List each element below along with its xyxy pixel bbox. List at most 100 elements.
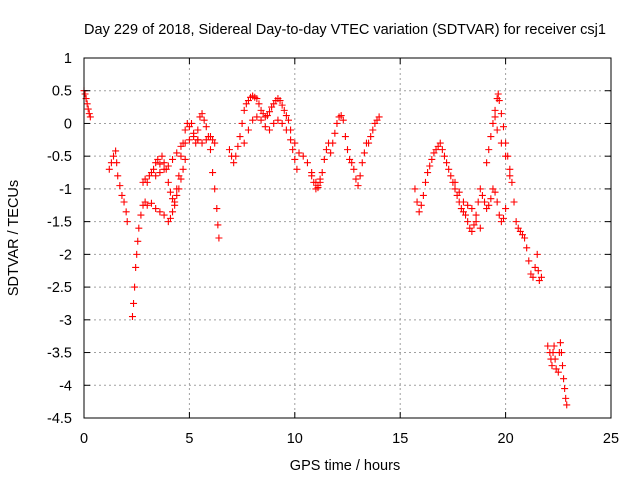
data-point	[266, 126, 274, 134]
data-point	[160, 211, 168, 219]
data-point	[263, 112, 271, 120]
data-point	[508, 178, 516, 186]
x-axis-label: GPS time / hours	[290, 458, 400, 474]
data-point	[358, 159, 366, 167]
data-point	[421, 178, 429, 186]
data-point	[550, 342, 558, 350]
data-point	[337, 112, 345, 120]
data-point	[86, 113, 94, 121]
data-point	[164, 162, 172, 170]
data-point	[487, 133, 495, 141]
data-point	[491, 106, 499, 114]
data-point	[331, 129, 339, 137]
x-tick-label: 20	[498, 431, 514, 447]
data-points	[80, 87, 571, 409]
y-tick-label: -3.5	[47, 346, 72, 362]
data-point	[327, 149, 335, 157]
data-point	[424, 169, 432, 177]
data-point	[464, 201, 472, 209]
data-point	[175, 172, 183, 180]
y-axis-label: SDTVAR / TECUs	[6, 180, 22, 296]
data-point	[489, 119, 497, 127]
data-point	[320, 155, 328, 163]
data-point	[464, 218, 472, 226]
data-point	[523, 244, 531, 252]
data-point	[350, 165, 358, 173]
data-point	[310, 178, 318, 186]
data-point	[561, 385, 569, 393]
data-point	[354, 182, 362, 190]
data-point	[204, 133, 212, 141]
data-point	[341, 133, 349, 141]
data-point	[123, 218, 131, 226]
data-point	[179, 165, 187, 173]
data-point	[497, 139, 505, 147]
data-point	[181, 155, 189, 163]
data-point	[156, 208, 164, 216]
axis-ticks	[83, 57, 612, 419]
data-point	[171, 198, 179, 206]
data-point	[158, 152, 166, 160]
data-point	[289, 146, 297, 154]
data-point	[506, 172, 514, 180]
data-point	[529, 273, 537, 281]
data-point	[84, 105, 92, 113]
data-point	[152, 205, 160, 213]
data-point	[156, 160, 164, 168]
data-point	[472, 218, 480, 226]
data-point	[537, 273, 545, 281]
data-point	[356, 172, 364, 180]
y-tick-label: -2	[59, 247, 72, 263]
data-point	[462, 211, 470, 219]
data-point	[173, 191, 181, 199]
x-tick-label: 15	[392, 431, 408, 447]
data-point	[495, 97, 503, 105]
data-point	[419, 191, 427, 199]
data-point	[506, 165, 514, 173]
data-point	[375, 113, 383, 121]
data-point	[198, 110, 206, 118]
data-point	[132, 263, 140, 271]
data-point	[308, 172, 316, 180]
data-point	[135, 224, 143, 232]
data-point	[274, 116, 282, 124]
data-point	[556, 339, 564, 347]
y-tick-label: 0.5	[52, 84, 72, 100]
data-point	[487, 195, 495, 203]
y-tick-label: 0	[64, 116, 72, 132]
data-point	[476, 185, 484, 193]
y-tick-label: -4	[59, 378, 72, 394]
y-tick-label: -0.5	[47, 149, 72, 165]
data-point	[485, 146, 493, 154]
data-point	[544, 342, 552, 350]
data-point	[194, 136, 202, 144]
data-point	[113, 159, 121, 167]
data-point	[134, 237, 142, 245]
data-point	[468, 205, 476, 213]
chart-title: Day 229 of 2018, Sidereal Day-to-day VTE…	[84, 22, 606, 38]
data-point	[156, 169, 164, 177]
x-tick-label: 25	[603, 431, 619, 447]
data-point	[426, 162, 434, 170]
data-point	[502, 152, 510, 160]
data-point	[152, 172, 160, 180]
data-point	[365, 139, 373, 147]
data-point	[369, 126, 377, 134]
data-point	[287, 136, 295, 144]
data-point	[257, 116, 265, 124]
data-point	[181, 126, 189, 134]
data-point	[240, 106, 248, 114]
data-point	[413, 198, 421, 206]
y-tick-label: -1.5	[47, 215, 72, 231]
data-point	[105, 165, 113, 173]
grid-lines	[84, 58, 611, 418]
data-point	[215, 234, 223, 242]
data-point	[322, 146, 330, 154]
data-point	[451, 178, 459, 186]
data-point	[143, 178, 151, 186]
y-tick-labels: 1 0.5 0 -0.5 -1 -1.5 -2 -2.5 -3 -3.5 -4 -4.5	[47, 51, 72, 427]
data-point	[173, 185, 181, 193]
data-point	[491, 188, 499, 196]
data-point	[476, 224, 484, 232]
